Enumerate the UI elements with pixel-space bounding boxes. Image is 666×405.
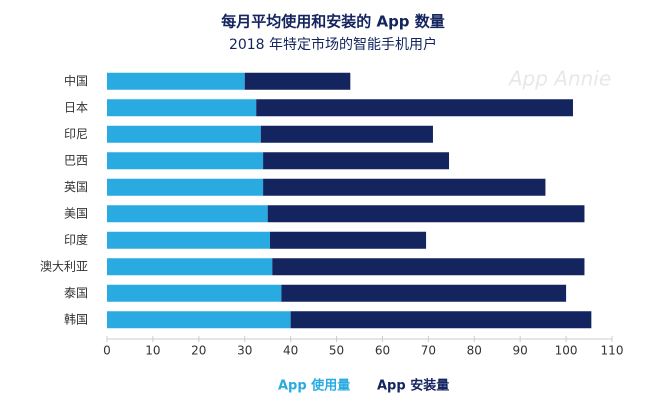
bar-segment bbox=[263, 152, 450, 170]
bar-segment bbox=[107, 72, 245, 90]
bar-segment bbox=[107, 125, 261, 143]
bar-segment bbox=[107, 152, 264, 170]
bar-segment bbox=[107, 178, 264, 196]
y-tick-label: 泰国 bbox=[64, 286, 88, 300]
x-tick-label: 80 bbox=[467, 344, 482, 358]
y-tick-label: 中国 bbox=[64, 73, 88, 88]
x-tick-label: 110 bbox=[601, 344, 624, 358]
x-tick-label: 0 bbox=[103, 344, 111, 358]
y-tick-label: 美国 bbox=[64, 206, 88, 220]
legend-label: App 使用量 bbox=[278, 378, 350, 394]
watermark: App Annie bbox=[507, 67, 611, 91]
y-tick-label: 印度 bbox=[64, 232, 88, 247]
bar-segment bbox=[256, 99, 573, 117]
y-tick-label: 英国 bbox=[64, 180, 88, 194]
y-tick-label: 巴西 bbox=[64, 153, 88, 167]
x-tick-label: 30 bbox=[237, 344, 252, 358]
bar-segment bbox=[107, 205, 268, 223]
legend-label: App 安装量 bbox=[377, 378, 449, 394]
y-tick-label: 澳大利亚 bbox=[40, 259, 88, 273]
bar-segment bbox=[107, 311, 291, 329]
x-tick-label: 100 bbox=[555, 344, 578, 358]
x-tick-label: 10 bbox=[145, 344, 160, 358]
bar-segment bbox=[272, 258, 585, 276]
bar-segment bbox=[269, 231, 427, 249]
x-tick-label: 60 bbox=[375, 344, 390, 358]
chart-title: 每月平均使用和安装的 App 数量 bbox=[221, 13, 445, 31]
x-tick-label: 50 bbox=[329, 344, 344, 358]
bar-segment bbox=[244, 72, 351, 90]
bar-segment bbox=[107, 99, 257, 117]
bar-segment bbox=[290, 311, 592, 329]
x-tick-label: 70 bbox=[421, 344, 436, 358]
chart-subtitle: 2018 年特定市场的智能手机用户 bbox=[229, 36, 437, 53]
y-tick-label: 日本 bbox=[64, 100, 88, 114]
bar-segment bbox=[107, 258, 273, 276]
bar-segment bbox=[107, 231, 270, 249]
x-tick-label: 40 bbox=[283, 344, 298, 358]
x-tick-label: 20 bbox=[191, 344, 206, 358]
y-tick-label: 韩国 bbox=[64, 311, 88, 326]
bar-segment bbox=[267, 205, 585, 223]
bar-segment bbox=[263, 178, 546, 196]
x-tick-label: 90 bbox=[513, 344, 528, 358]
y-tick-label: 印尼 bbox=[64, 127, 88, 141]
bar-segment bbox=[260, 125, 433, 143]
bar-segment bbox=[281, 284, 567, 302]
bar-segment bbox=[107, 284, 282, 302]
